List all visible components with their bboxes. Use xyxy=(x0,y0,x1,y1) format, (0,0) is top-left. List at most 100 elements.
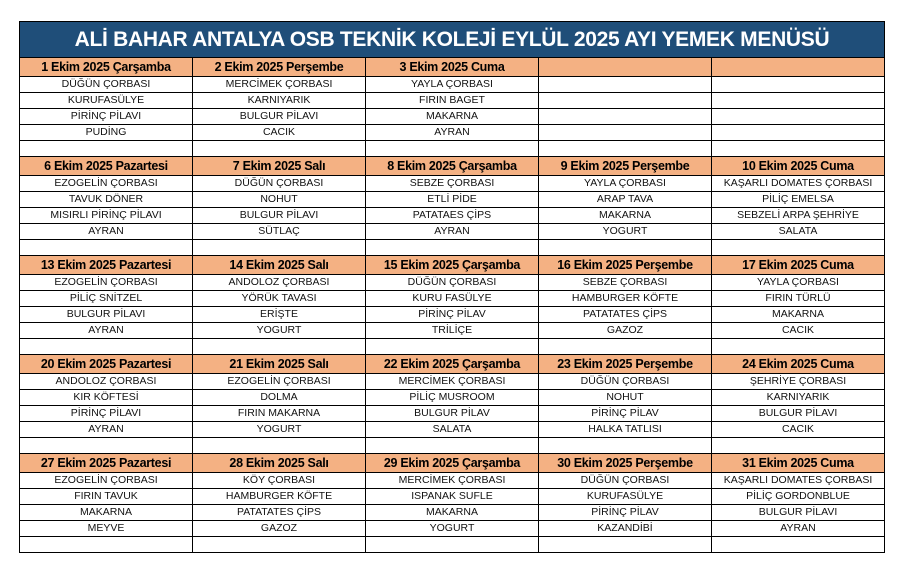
menu-item: YAYLA ÇORBASI xyxy=(365,76,539,93)
menu-item: BULGUR PİLAVI xyxy=(19,306,193,323)
menu-item: KURU FASÜLYE xyxy=(365,290,539,307)
menu-item xyxy=(538,92,712,109)
menu-item: PİLİÇ MUSROOM xyxy=(365,389,539,406)
menu-item: GAZOZ xyxy=(538,322,712,339)
menu-item: BULGUR PİLAVI xyxy=(192,108,366,125)
day-date-header: 7 Ekim 2025 Salı xyxy=(192,156,366,176)
menu-item: ISPANAK SUFLE xyxy=(365,488,539,505)
menu-item: DÜĞÜN ÇORBASI xyxy=(538,373,712,390)
menu-item: KAŞARLI DOMATES ÇORBASI xyxy=(711,472,885,489)
menu-item: PİLİÇ GORDONBLUE xyxy=(711,488,885,505)
menu-item: YAYLA ÇORBASI xyxy=(711,274,885,291)
menu-item-row: AYRAN YOGURT SALATA HALKA TATLISI CACIK xyxy=(19,421,885,438)
day-date-header: 14 Ekim 2025 Salı xyxy=(192,255,366,275)
menu-item: YOGURT xyxy=(365,520,539,537)
spacer-row xyxy=(19,437,885,454)
day-header-row: 6 Ekim 2025 Pazartesi 7 Ekim 2025 Salı 8 E… xyxy=(19,156,885,176)
day-date-header: 24 Ekim 2025 Cuma xyxy=(711,354,885,374)
menu-item: SEBZE ÇORBASI xyxy=(365,175,539,192)
day-date-header: 16 Ekim 2025 Perşembe xyxy=(538,255,712,275)
day-date-header: 21 Ekim 2025 Salı xyxy=(192,354,366,374)
empty-cell xyxy=(365,437,539,454)
day-date-header: 22 Ekim 2025 Çarşamba xyxy=(365,354,539,374)
menu-item-row: PİRİNÇ PİLAVI FIRIN MAKARNA BULGUR PİLAV Pİ… xyxy=(19,405,885,422)
menu-item: FIRIN TÜRLÜ xyxy=(711,290,885,307)
menu-item: ETLİ PİDE xyxy=(365,191,539,208)
empty-cell xyxy=(192,437,366,454)
menu-item xyxy=(538,108,712,125)
menu-item: MAKARNA xyxy=(538,207,712,224)
day-date-header: 28 Ekim 2025 Salı xyxy=(192,453,366,473)
menu-item: MERCİMEK ÇORBASI xyxy=(192,76,366,93)
empty-cell xyxy=(365,536,539,553)
day-header-row: 1 Ekim 2025 Çarşamba 2 Ekim 2025 Perşembe… xyxy=(19,57,885,77)
menu-item-row: EZOGELİN ÇORBASI ANDOLOZ ÇORBASI DÜĞÜN ÇOR… xyxy=(19,274,885,291)
menu-item: YÖRÜK TAVASI xyxy=(192,290,366,307)
menu-item: EZOGELİN ÇORBASI xyxy=(19,274,193,291)
menu-item: PİRİNÇ PİLAVI xyxy=(19,108,193,125)
menu-item: PİLİÇ EMELSA xyxy=(711,191,885,208)
day-date-header: 9 Ekim 2025 Perşembe xyxy=(538,156,712,176)
empty-cell xyxy=(19,437,193,454)
menu-item-row: MISIRLI PİRİNÇ PİLAVI BULGUR PİLAVI PATATA… xyxy=(19,207,885,224)
day-date-header: 31 Ekim 2025 Cuma xyxy=(711,453,885,473)
day-date-header: 29 Ekim 2025 Çarşamba xyxy=(365,453,539,473)
day-header-row: 13 Ekim 2025 Pazartesi 14 Ekim 2025 Salı 1… xyxy=(19,255,885,275)
day-date-header xyxy=(711,57,885,77)
empty-cell xyxy=(19,239,193,256)
menu-item: PİRİNÇ PİLAVI xyxy=(19,405,193,422)
menu-item xyxy=(538,76,712,93)
day-date-header: 30 Ekim 2025 Perşembe xyxy=(538,453,712,473)
menu-item: HAMBURGER KÖFTE xyxy=(192,488,366,505)
menu-item: ANDOLOZ ÇORBASI xyxy=(192,274,366,291)
menu-item: SALATA xyxy=(365,421,539,438)
menu-item: SEBZELİ ARPA ŞEHRİYE xyxy=(711,207,885,224)
empty-cell xyxy=(711,239,885,256)
menu-item: HALKA TATLISI xyxy=(538,421,712,438)
menu-item: BULGUR PİLAVI xyxy=(711,504,885,521)
menu-item-row: FIRIN TAVUK HAMBURGER KÖFTE ISPANAK SUFLE K… xyxy=(19,488,885,505)
menu-item: KIR KÖFTESİ xyxy=(19,389,193,406)
day-date-header: 23 Ekim 2025 Perşembe xyxy=(538,354,712,374)
day-header-row: 27 Ekim 2025 Pazartesi 28 Ekim 2025 Salı 2… xyxy=(19,453,885,473)
empty-cell xyxy=(711,338,885,355)
menu-item: TRİLİÇE xyxy=(365,322,539,339)
menu-item xyxy=(711,76,885,93)
menu-item: PATATAES ÇİPS xyxy=(365,207,539,224)
empty-cell xyxy=(192,239,366,256)
menu-item: NOHUT xyxy=(192,191,366,208)
menu-item: MEYVE xyxy=(19,520,193,537)
menu-item: YOGURT xyxy=(192,421,366,438)
menu-item: FIRIN BAGET xyxy=(365,92,539,109)
menu-item: MISIRLI PİRİNÇ PİLAVI xyxy=(19,207,193,224)
menu-item: PATATATES ÇİPS xyxy=(192,504,366,521)
menu-item: BULGUR PİLAVI xyxy=(192,207,366,224)
menu-item: KAŞARLI DOMATES ÇORBASI xyxy=(711,175,885,192)
menu-item: MAKARNA xyxy=(365,108,539,125)
spacer-row xyxy=(19,239,885,256)
title-row: ALİ BAHAR ANTALYA OSB TEKNİK KOLEJİ EYLÜ… xyxy=(19,21,885,58)
menu-item: EZOGELİN ÇORBASI xyxy=(19,175,193,192)
empty-cell xyxy=(365,140,539,157)
day-date-header: 10 Ekim 2025 Cuma xyxy=(711,156,885,176)
menu-item: AYRAN xyxy=(19,322,193,339)
menu-item: PİRİNÇ PİLAV xyxy=(538,504,712,521)
menu-item: FIRIN MAKARNA xyxy=(192,405,366,422)
empty-cell xyxy=(711,437,885,454)
menu-item-row: KURUFASÜLYE KARNIYARIK FIRIN BAGET xyxy=(19,92,885,109)
empty-cell xyxy=(365,239,539,256)
menu-item: MERCİMEK ÇORBASI xyxy=(365,472,539,489)
menu-item: YAYLA ÇORBASI xyxy=(538,175,712,192)
menu-item xyxy=(711,124,885,141)
menu-item: CACIK xyxy=(711,322,885,339)
day-date-header: 17 Ekim 2025 Cuma xyxy=(711,255,885,275)
empty-cell xyxy=(538,437,712,454)
menu-item-row: PİRİNÇ PİLAVI BULGUR PİLAVI MAKARNA xyxy=(19,108,885,125)
menu-item xyxy=(538,124,712,141)
day-date-header: 1 Ekim 2025 Çarşamba xyxy=(19,57,193,77)
menu-item: MAKARNA xyxy=(711,306,885,323)
empty-cell xyxy=(711,140,885,157)
menu-item-row: MEYVE GAZOZ YOGURT KAZANDİBİ AYRAN xyxy=(19,520,885,537)
menu-item: ANDOLOZ ÇORBASI xyxy=(19,373,193,390)
menu-item-row: ANDOLOZ ÇORBASI EZOGELİN ÇORBASI MERCİMEK … xyxy=(19,373,885,390)
